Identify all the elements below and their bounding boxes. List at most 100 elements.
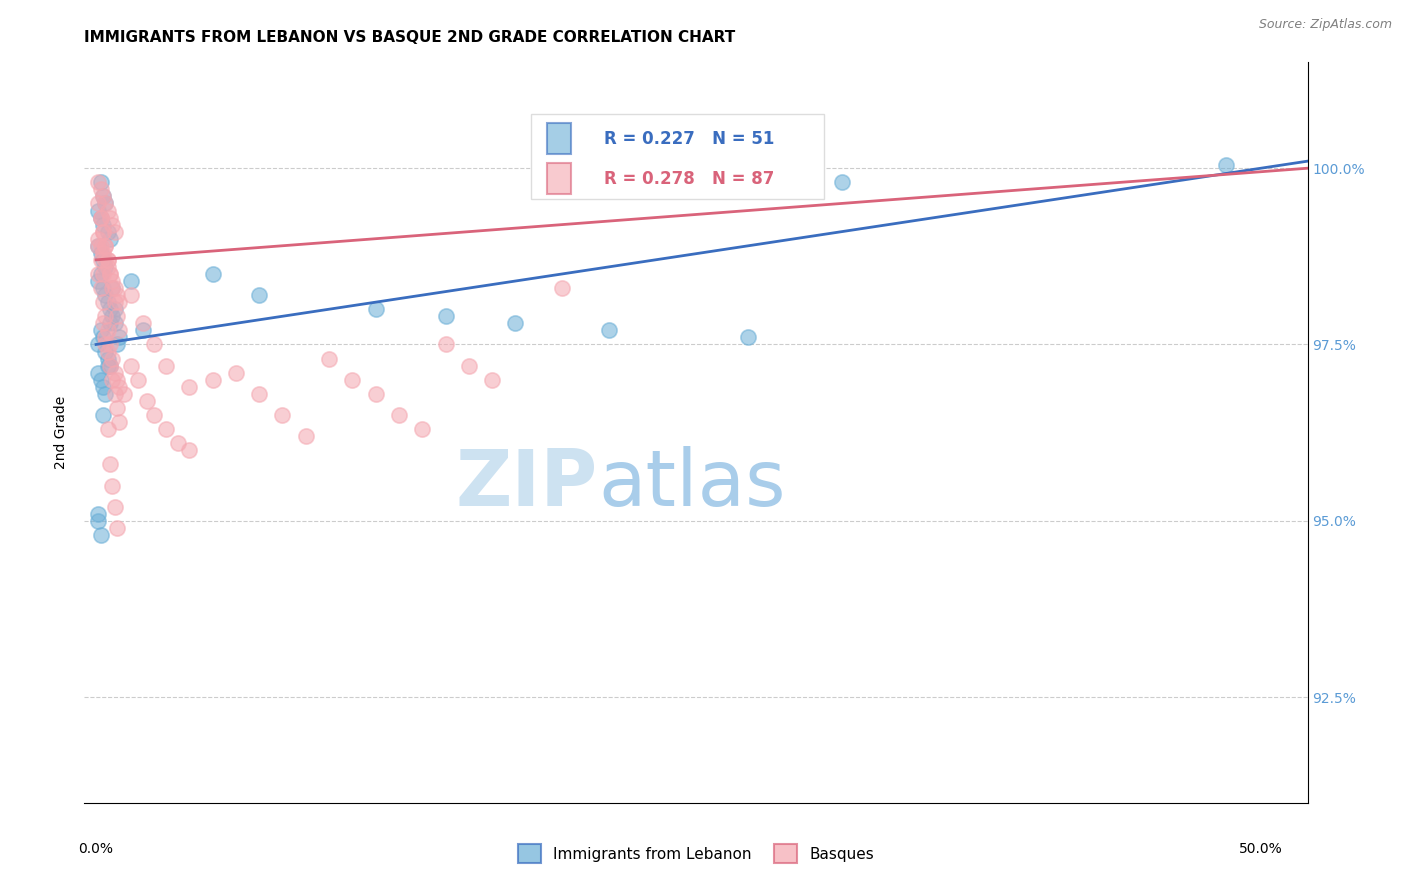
Point xyxy=(97,351,120,366)
Point xyxy=(90,267,112,281)
Point xyxy=(98,316,121,330)
Point xyxy=(90,252,112,267)
Point xyxy=(120,359,142,373)
Point xyxy=(94,196,117,211)
Point xyxy=(457,359,479,373)
Point xyxy=(104,225,127,239)
Point xyxy=(91,330,114,344)
Y-axis label: 2nd Grade: 2nd Grade xyxy=(55,396,69,469)
Point xyxy=(294,429,316,443)
Text: 0.0%: 0.0% xyxy=(79,842,114,855)
Point xyxy=(101,351,124,366)
Point xyxy=(97,344,120,359)
Point xyxy=(143,337,166,351)
Text: atlas: atlas xyxy=(598,446,786,523)
Point xyxy=(98,337,121,351)
Point xyxy=(179,380,201,394)
Point xyxy=(94,239,117,253)
Point xyxy=(91,252,114,267)
Point xyxy=(101,310,124,324)
Point xyxy=(94,239,117,253)
Text: IMMIGRANTS FROM LEBANON VS BASQUE 2ND GRADE CORRELATION CHART: IMMIGRANTS FROM LEBANON VS BASQUE 2ND GR… xyxy=(84,29,735,45)
Point xyxy=(90,323,112,337)
Point xyxy=(388,408,411,422)
Bar xyxy=(531,114,824,200)
Point xyxy=(98,458,121,472)
Point xyxy=(98,232,121,246)
Point xyxy=(120,288,142,302)
Point xyxy=(91,225,114,239)
Point xyxy=(91,408,114,422)
Point xyxy=(90,211,112,225)
Point xyxy=(101,373,124,387)
Point xyxy=(108,323,131,337)
Point xyxy=(342,373,364,387)
Point xyxy=(87,366,110,380)
Point xyxy=(318,351,340,366)
Point xyxy=(105,401,128,415)
Point xyxy=(143,408,166,422)
Point xyxy=(87,196,110,211)
Point xyxy=(104,387,127,401)
Point xyxy=(90,239,112,253)
Point xyxy=(155,422,177,436)
Point xyxy=(94,252,117,267)
Point xyxy=(87,337,110,351)
Point xyxy=(91,189,114,203)
Point xyxy=(91,281,114,295)
Point xyxy=(104,366,127,380)
Point xyxy=(108,295,131,310)
Text: ZIP: ZIP xyxy=(456,446,598,523)
Point xyxy=(1215,158,1237,172)
Point xyxy=(166,436,188,450)
Point xyxy=(98,302,121,317)
Point xyxy=(90,528,112,542)
Point xyxy=(91,218,114,232)
Point xyxy=(179,443,201,458)
Point xyxy=(411,422,433,436)
Point xyxy=(104,302,127,317)
Point xyxy=(104,281,127,295)
Point xyxy=(101,281,124,295)
Point xyxy=(97,295,120,310)
Point xyxy=(481,373,503,387)
Point xyxy=(98,267,121,281)
Point xyxy=(91,295,114,310)
Point xyxy=(831,175,853,189)
Point xyxy=(94,196,117,211)
Point xyxy=(97,252,120,267)
Point xyxy=(105,373,128,387)
Point xyxy=(90,373,112,387)
Point xyxy=(90,175,112,189)
Point xyxy=(87,239,110,253)
Text: Source: ZipAtlas.com: Source: ZipAtlas.com xyxy=(1258,18,1392,31)
Text: 50.0%: 50.0% xyxy=(1239,842,1282,855)
Point xyxy=(90,182,112,196)
Point xyxy=(94,310,117,324)
Point xyxy=(91,245,114,260)
Point xyxy=(108,330,131,344)
Point xyxy=(90,211,112,225)
Point xyxy=(87,239,110,253)
Point xyxy=(94,260,117,274)
Point xyxy=(101,281,124,295)
Point xyxy=(155,359,177,373)
Point xyxy=(87,203,110,218)
Point xyxy=(91,267,114,281)
Point xyxy=(97,422,120,436)
Point xyxy=(97,359,120,373)
Point xyxy=(434,337,457,351)
Point xyxy=(87,507,110,521)
Point xyxy=(98,211,121,225)
Point xyxy=(136,393,159,408)
Point xyxy=(87,274,110,288)
Point xyxy=(108,415,131,429)
Point xyxy=(104,316,127,330)
Point xyxy=(105,310,128,324)
Point xyxy=(98,359,121,373)
Point xyxy=(94,344,117,359)
Point xyxy=(131,323,153,337)
Point xyxy=(598,323,620,337)
Point xyxy=(271,408,294,422)
Point xyxy=(201,373,224,387)
